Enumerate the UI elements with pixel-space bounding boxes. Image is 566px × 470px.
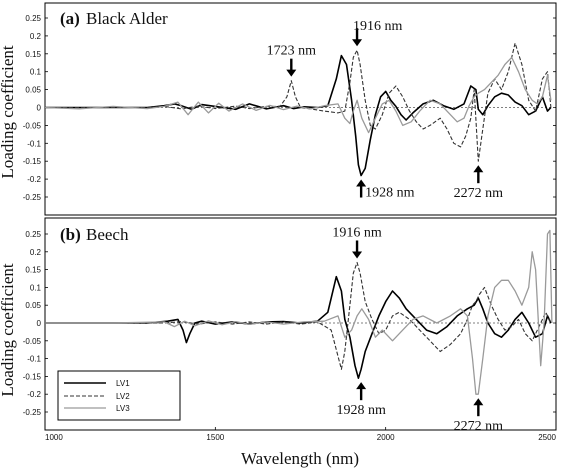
panel-a-tag: (a) [60,9,80,28]
y-axis-label-bottom: Loading coefficient [0,263,17,397]
y-tick-label: -0.05 [23,121,42,130]
y-tick-label: 0.25 [25,230,41,239]
y-tick-label: -0.1 [27,139,41,148]
annotation-2272-nm-arrow-head [473,165,484,173]
y-axis-label-top: Loading coefficient [0,45,17,179]
panel-a-title: Black Alder [86,9,168,28]
y-tick-label: -0.25 [23,408,42,417]
annotation-1928-nm-label: 1928 nm [336,403,386,418]
annotation-1723-nm-label: 1723 nm [267,44,317,59]
x-axis-label: Wavelength (nm) [241,449,359,468]
series-line-lv3 [44,56,552,134]
panel-a-annotations: 1723 nm 1916 nm 1928 nm 2272 nm [267,19,504,201]
y-tick-label: 0.05 [25,301,41,310]
panel-b-series [45,229,556,395]
annotation-1916-nm-arrow-head [352,39,363,47]
y-tick-label: 0 [37,104,42,113]
y-tick-label: -0.1 [27,355,41,364]
y-tick-label: 0.05 [25,86,41,95]
y-tick-label: -0.2 [27,390,41,399]
y-tick-label: 0.15 [25,266,41,275]
panel-b-y-ticks: 0.25 0.2 0.15 0.1 0.05 0 -0.05 -0.1 -0.15 -0.2 -0.… [23,230,556,417]
panel-a-y-ticks: 0.25 0.2 0.15 0.1 0.05 0 -0.05 -0.1 -0.15 -0.2 -0.… [23,14,556,202]
y-tick-label: -0.15 [23,157,42,166]
series-line-lv2 [45,42,552,162]
annotation-2272-nm-label: 2272 nm [454,419,504,434]
y-tick-label: 0.25 [25,14,41,23]
x-tick-label: 1500 [206,433,224,442]
panel-b-tag: (b) [60,225,81,244]
x-tick-label: 1000 [45,433,63,442]
panel-a-series [44,42,556,177]
legend-label-lv1: LV1 [116,379,130,388]
y-tick-label: 0.2 [30,32,42,41]
y-tick-label: 0 [37,319,42,328]
annotation-1928-nm-label: 1928 nm [365,186,415,201]
panel-b-x-ticks: 1000 1500 2000 2500 [44,427,557,442]
y-tick-label: -0.2 [27,175,41,184]
y-tick-label: -0.05 [23,337,42,346]
series-line-lv3 [45,229,553,395]
annotation-2272-nm-arrow-head [473,398,484,406]
y-tick-label: 0.1 [30,68,42,77]
annotation-1723-nm-arrow-head [286,69,297,77]
annotation-1916-nm-label: 1916 nm [353,19,403,34]
legend: LV1 LV2 LV3 [57,370,181,421]
series-line-lv2 [45,261,552,370]
legend-label-lv3: LV3 [116,404,130,413]
y-tick-label: -0.25 [23,193,42,202]
panel-b-title: Beech [86,225,129,244]
panel-a-frame [44,2,557,216]
y-tick-label: 0.1 [30,283,42,292]
y-tick-label: 0.2 [30,248,42,257]
panel-b-beech: (b) Beech 0.25 0.2 0.15 0.1 0.05 0 -0.05 -0.1 -0… [23,217,557,442]
annotation-1916-nm-label: 1916 nm [332,225,382,240]
panel-a-black-alder: (a) Black Alder 0.25 0.2 0.15 0.1 0.05 0 -0.05… [23,2,557,216]
x-tick-label: 2000 [377,433,395,442]
annotation-1916-nm-arrow-head [352,251,363,259]
annotation-2272-nm-label: 2272 nm [454,186,504,201]
annotation-1928-nm-arrow-head [356,382,367,390]
panel-b-annotations: 1916 nm 1928 nm 2272 nm [332,225,503,434]
annotation-1928-nm-arrow-head [356,179,367,187]
y-tick-label: 0.15 [25,50,41,59]
y-tick-label: -0.15 [23,372,42,381]
legend-label-lv2: LV2 [116,392,130,401]
x-tick-label: 2500 [538,433,556,442]
